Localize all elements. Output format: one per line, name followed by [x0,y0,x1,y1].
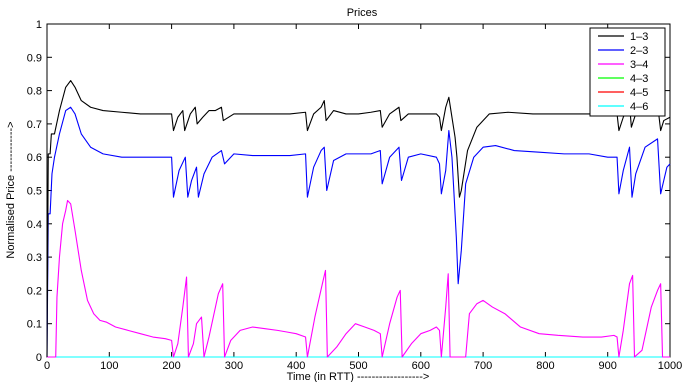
series-line-1-3 [46,80,671,358]
x-axis-label: Time (in RTT) ------------------> [287,371,430,382]
y-tick-label: 0.4 [27,219,42,231]
y-tick-label: 0 [36,352,42,364]
series-line-3-4 [47,199,670,358]
y-tick-label: 0.7 [27,119,42,131]
legend: 1–3 2–3 3–4 4–3 4–5 4–6 [589,27,666,117]
chart-title: Prices [347,7,378,19]
x-tick-label: 100 [100,360,118,372]
y-tick-label: 0.2 [27,285,42,297]
legend-box [589,27,666,117]
x-tick-label: 800 [536,360,554,372]
x-tick-label: 300 [225,360,243,372]
legend-label: 4–6 [630,101,648,113]
x-tick-label: 0 [44,360,50,372]
y-tick-label: 0.9 [27,52,42,64]
y-tick-label: 0.1 [27,319,42,331]
x-tick-label: 500 [349,360,367,372]
legend-label: 1–3 [630,31,648,43]
y-tick-label: 1 [36,19,42,31]
legend-label: 4–3 [630,73,648,85]
series-line-2-3 [46,106,671,358]
series-lines [46,80,671,358]
y-tick-label: 0.6 [27,152,42,164]
legend-label: 2–3 [630,45,648,57]
x-tick-label: 700 [474,360,492,372]
y-tick-label: 0.5 [27,186,42,198]
y-axis: 0 0.1 0.2 0.3 0.4 0.5 0.6 0.7 0.8 0.9 1 [27,19,670,364]
x-axis: 0 100 200 300 400 500 600 700 800 900 1000 [44,24,682,372]
x-tick-label: 1000 [658,360,682,372]
x-tick-label: 600 [412,360,430,372]
legend-label: 4–5 [630,87,648,99]
x-tick-label: 200 [162,360,180,372]
y-axis-label: Normalised Price ------------> [5,121,17,258]
x-tick-label: 400 [287,360,305,372]
y-tick-label: 0.8 [27,86,42,98]
x-tick-label: 900 [599,360,617,372]
y-tick-label: 0.3 [27,252,42,264]
legend-label: 3–4 [630,59,648,71]
